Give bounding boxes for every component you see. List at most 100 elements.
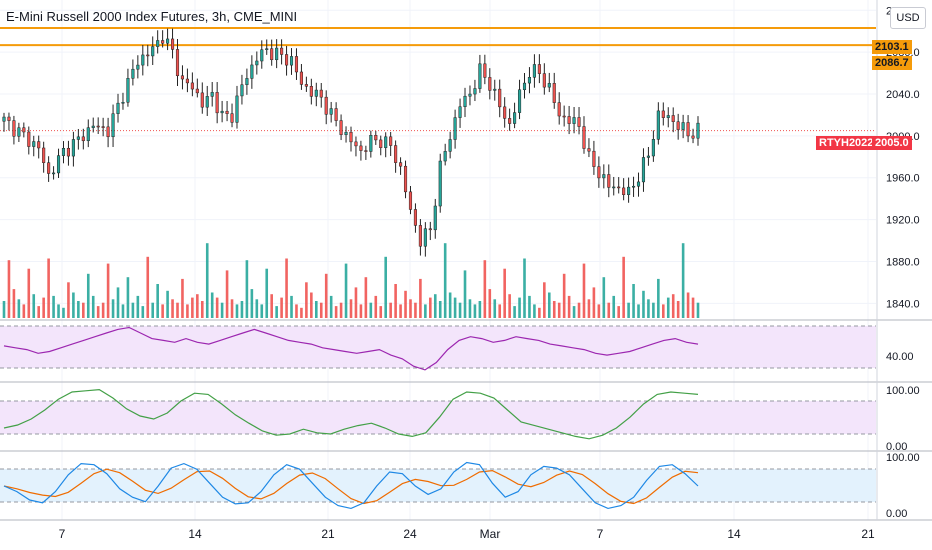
symbol-title[interactable]: E-Mini Russell 2000 Index Futures, 3h, C… [6,9,298,24]
stochrsi-band [0,469,876,502]
candle-body [156,40,160,47]
price-tick-label: 1960.0 [886,173,920,185]
volume-bar [280,297,283,318]
candle-body [651,139,655,157]
volume-bar [300,307,303,318]
candle-body [289,56,294,66]
candle-body [146,54,150,57]
candle-body [661,110,665,118]
volume-bar [493,299,497,318]
candle-body [275,47,279,61]
candle-body [96,125,100,128]
volume-bar [349,299,353,318]
candle-body [458,106,462,118]
candle-body [12,120,16,137]
candle-body [280,47,284,55]
candle-body [2,116,6,122]
volume-bar [443,243,447,318]
candle-body [61,147,66,156]
candle-body [359,145,363,151]
volume-bar [424,304,427,318]
candle-body [106,126,110,138]
last-price-value: 2005.0 [872,136,912,150]
candle-body [285,54,289,66]
volume-bar [290,295,293,318]
candle-body [408,191,413,210]
candle-body [384,136,388,148]
volume-bar [126,277,130,318]
volume-bar [260,304,264,318]
candle-body [81,136,85,142]
volume-bar [67,282,70,318]
resistance-2-label: 2086.7 [872,56,912,70]
candle-body [47,162,51,174]
time-axis[interactable]: 7 14 21 24 Mar 7 14 21 [59,527,875,541]
volume-bar [86,273,90,318]
volume-bar [200,301,204,318]
volume-bar [448,292,452,318]
volume-bar [533,304,536,318]
volume-bar [146,256,150,318]
candle-body [205,96,209,108]
volume-bar [32,294,36,318]
volume-bar [240,301,244,318]
volume-bar [285,258,288,318]
candle-body [587,148,591,152]
chart-grid [0,0,876,520]
candle-body [691,135,695,139]
volume-bar [91,295,95,318]
candle-body [151,46,155,57]
candle-body [255,60,259,66]
volume-bar [597,304,601,318]
candle-body [403,165,408,193]
volume-bar [419,278,422,318]
volume-bar [458,302,462,318]
candle-body [413,209,417,226]
time-tick-label: 7 [59,527,66,541]
volume-bar [359,304,363,318]
candle-body [136,64,140,70]
volume-bar [52,295,55,318]
volume-bar [354,287,358,318]
volume-bar [329,295,333,318]
candle-body [250,64,254,79]
volume-bar [473,304,477,318]
candle-body [567,116,571,124]
volume-bar [577,302,581,318]
volume-bar [131,302,135,318]
candle-body [27,131,31,147]
candle-body [334,108,338,121]
volume-bar [171,299,174,318]
candle-body [220,110,224,114]
candle-body [379,139,383,148]
volume-bar [116,287,120,318]
candle-body [131,68,135,79]
volume-bar [503,268,506,318]
volume-bar [676,301,680,318]
volume-bar [275,306,278,318]
volume-bar [270,294,273,318]
currency-button[interactable]: USD [890,7,926,29]
candle-body [185,78,189,84]
volume-bar [414,302,417,318]
volume-bar [364,277,368,318]
candle-body [666,115,670,118]
candle-body [230,113,234,123]
candle-body [607,174,611,188]
volume-bar [369,302,373,318]
candle-body [622,187,626,195]
volume-bar [42,297,45,318]
candle-body [270,48,274,61]
candle-body [686,122,690,137]
stoch-axis-label-top: 100.00 [886,385,920,397]
volume-bar [632,284,635,318]
volume-bar [205,243,209,318]
volume-bar [399,304,402,318]
volume-bar [528,295,531,318]
candle-body [309,86,313,97]
volume-bar [478,301,482,318]
candle-body [488,77,492,91]
candle-body [557,102,561,117]
candle-body [71,139,75,157]
